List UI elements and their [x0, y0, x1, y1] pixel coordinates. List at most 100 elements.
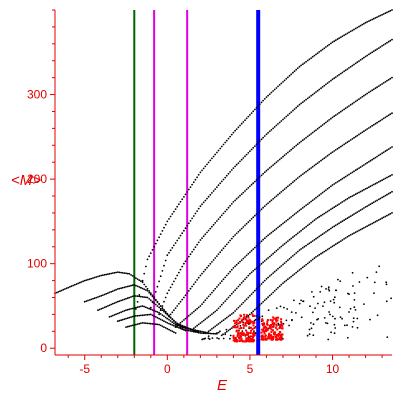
data-point [282, 81, 284, 83]
data-point [387, 148, 390, 151]
data-point [222, 143, 225, 146]
highlight-point [234, 326, 237, 329]
data-point [308, 168, 311, 171]
data-point [249, 185, 251, 188]
highlight-point [232, 336, 235, 339]
data-point [331, 245, 334, 248]
highlight-point [253, 327, 256, 329]
data-point [295, 312, 297, 314]
data-point [181, 328, 184, 331]
data-point [230, 268, 233, 271]
data-point [328, 209, 331, 212]
highlight-point [251, 320, 254, 323]
data-point [386, 41, 388, 44]
data-point [310, 327, 313, 330]
highlight-point [246, 320, 249, 323]
data-point [214, 153, 217, 156]
data-point [85, 279, 88, 281]
data-point [310, 200, 312, 203]
data-point [267, 296, 269, 299]
data-point [292, 236, 294, 239]
highlight-point [261, 334, 264, 337]
data-point [272, 90, 274, 92]
data-point [371, 158, 374, 161]
data-point [169, 249, 172, 252]
data-point [206, 266, 208, 269]
data-point [163, 308, 165, 311]
data-point [327, 338, 330, 341]
highlight-point [239, 339, 242, 342]
data-point [275, 307, 278, 309]
highlight-point [247, 338, 250, 340]
data-point [250, 311, 253, 314]
data-point [301, 139, 304, 142]
data-point [369, 19, 372, 22]
data-point [303, 245, 306, 248]
data-point [102, 274, 104, 277]
highlight-point [270, 338, 273, 341]
highlight-point [242, 332, 245, 335]
highlight-point [275, 336, 278, 339]
data-point [359, 97, 362, 99]
data-point [386, 176, 388, 179]
data-point [153, 297, 156, 300]
data-point [267, 131, 269, 134]
data-point [183, 329, 185, 331]
data-point [235, 163, 238, 166]
data-point [217, 184, 220, 187]
data-point [204, 233, 207, 236]
data-point [161, 319, 164, 322]
highlight-point [234, 322, 236, 325]
data-point [361, 23, 364, 26]
highlight-point [272, 324, 275, 327]
data-point [346, 324, 348, 327]
data-point [351, 214, 354, 217]
data-point [353, 170, 355, 173]
data-point [257, 211, 260, 214]
data-point [240, 158, 243, 161]
data-point [171, 213, 174, 215]
highlight-point [248, 326, 251, 329]
data-point [292, 71, 294, 74]
data-point [244, 300, 246, 302]
data-point [163, 310, 165, 313]
data-point [326, 82, 329, 84]
data-point [328, 311, 330, 313]
data-point [196, 307, 199, 310]
data-point [333, 323, 336, 326]
data-point [207, 335, 210, 337]
data-point [377, 198, 380, 201]
data-point [138, 294, 141, 296]
data-point [219, 147, 222, 150]
data-point [364, 55, 367, 58]
data-point [121, 310, 124, 313]
data-point [59, 290, 61, 293]
data-point [184, 326, 187, 329]
highlight-point [250, 329, 253, 332]
data-point [197, 173, 200, 176]
data-point [219, 282, 222, 284]
data-point [315, 91, 317, 93]
data-point [306, 262, 309, 265]
data-point [118, 319, 121, 322]
data-point [136, 314, 139, 317]
data-point [288, 74, 291, 77]
highlight-point [252, 322, 255, 325]
data-point [344, 198, 347, 201]
data-point [334, 39, 337, 42]
data-point [186, 224, 189, 227]
data-point [212, 289, 215, 292]
data-point [391, 38, 393, 41]
data-point [300, 267, 302, 270]
data-point [123, 272, 126, 274]
data-point [131, 275, 134, 277]
data-point [310, 133, 312, 135]
data-point [227, 272, 230, 275]
data-point [145, 289, 147, 291]
data-point [143, 314, 146, 316]
data-point [368, 53, 370, 56]
highlight-point [240, 338, 243, 341]
highlight-point [237, 319, 240, 322]
data-point [301, 101, 304, 104]
highlight-point [245, 324, 248, 327]
